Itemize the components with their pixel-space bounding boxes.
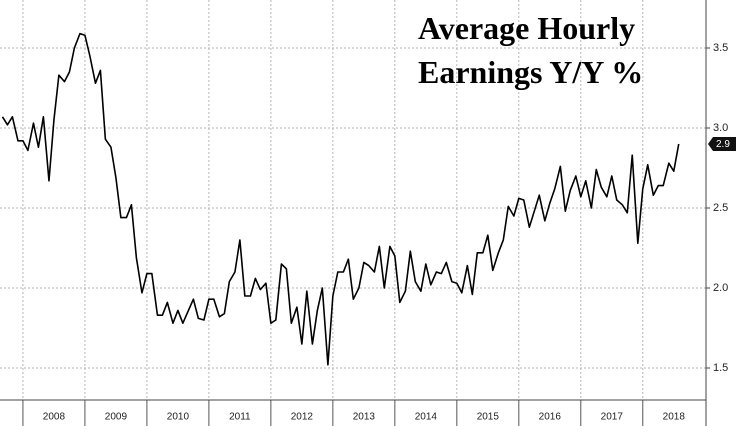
- x-tick-label: 2011: [229, 412, 251, 423]
- x-tick-label: 2008: [43, 412, 66, 423]
- y-tick-label: 2.5: [713, 202, 728, 214]
- x-tick-label: 2013: [353, 412, 376, 423]
- last-value-box: [708, 137, 736, 151]
- x-tick-label: 2016: [539, 412, 562, 423]
- chart-title: Average Hourly Earnings Y/Y %: [418, 10, 644, 90]
- y-tick-label: 3.5: [713, 42, 728, 54]
- y-tick-label: 3.0: [713, 122, 728, 134]
- x-tick-label: 2015: [477, 412, 500, 423]
- x-tick-label: 2018: [663, 412, 686, 423]
- x-tick-label: 2012: [291, 412, 314, 423]
- x-tick-label: 2010: [167, 412, 190, 423]
- x-tick-label: 2017: [601, 412, 624, 423]
- y-tick-label: 1.5: [713, 362, 728, 374]
- x-tick-label: 2009: [105, 412, 128, 423]
- x-tick-label: 2014: [415, 412, 438, 423]
- line: [1, 32, 680, 366]
- last-value-label: 2.9: [716, 139, 730, 150]
- y-tick-label: 2.0: [713, 282, 728, 294]
